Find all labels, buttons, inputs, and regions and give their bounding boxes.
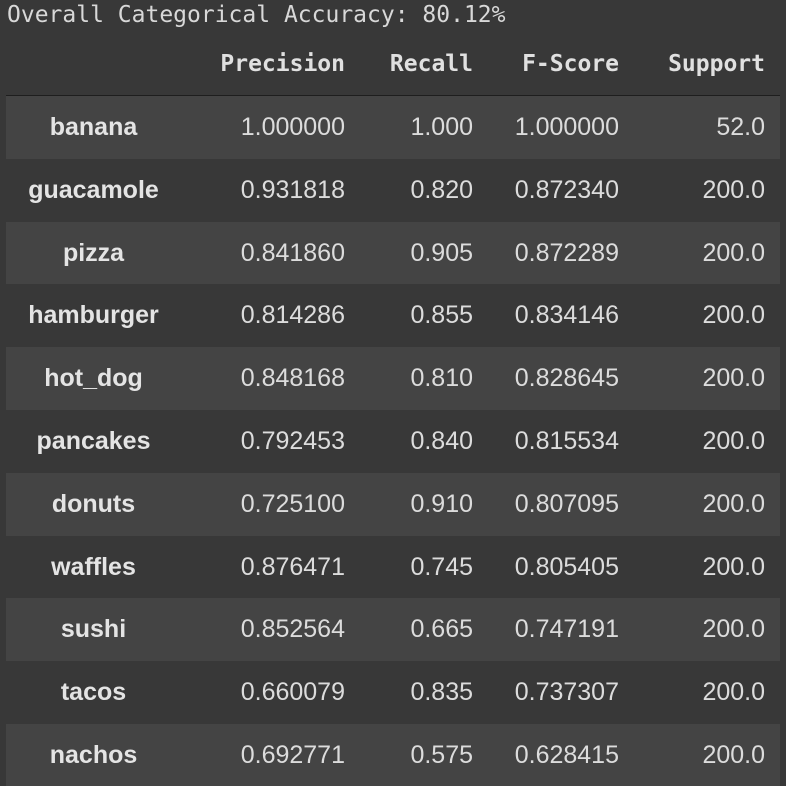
support-cell: 200.0 bbox=[702, 175, 765, 204]
row-label: hot_dog bbox=[44, 364, 143, 393]
table-row: nachos 0.692771 0.575 0.628415 200.0 bbox=[6, 723, 780, 786]
table-row: guacamole 0.931818 0.820 0.872340 200.0 bbox=[6, 158, 780, 222]
row-label: banana bbox=[49, 113, 138, 141]
row-label: hamburger bbox=[28, 301, 159, 330]
row-label: guacamole bbox=[28, 175, 159, 204]
precision-cell: 0.931818 bbox=[240, 175, 345, 204]
column-header-precision: Precision bbox=[220, 51, 345, 77]
column-header-recall: Recall bbox=[389, 51, 473, 77]
row-label: pancakes bbox=[36, 426, 151, 455]
support-cell: 200.0 bbox=[702, 426, 765, 455]
precision-cell: 0.725100 bbox=[240, 489, 345, 518]
precision-cell: 1.000000 bbox=[240, 113, 345, 141]
precision-cell: 0.814286 bbox=[240, 301, 345, 330]
recall-cell: 0.575 bbox=[410, 740, 473, 769]
recall-cell: 0.810 bbox=[410, 364, 473, 393]
row-label: tacos bbox=[60, 678, 127, 707]
fscore-cell: 0.834146 bbox=[514, 301, 619, 330]
column-header-support: Support bbox=[668, 51, 765, 77]
support-cell: 200.0 bbox=[702, 238, 765, 267]
support-cell: 200.0 bbox=[702, 364, 765, 393]
precision-cell: 0.660079 bbox=[240, 678, 345, 707]
recall-cell: 0.665 bbox=[410, 615, 473, 644]
fscore-cell: 0.805405 bbox=[514, 552, 619, 581]
support-cell: 200.0 bbox=[702, 615, 765, 644]
support-cell: 52.0 bbox=[716, 113, 765, 141]
precision-cell: 0.848168 bbox=[240, 364, 345, 393]
precision-cell: 0.792453 bbox=[240, 426, 345, 455]
fscore-cell: 0.628415 bbox=[514, 740, 619, 769]
recall-cell: 1.000 bbox=[410, 113, 473, 141]
fscore-cell: 0.828645 bbox=[514, 364, 619, 393]
row-label: pizza bbox=[62, 238, 125, 267]
fscore-cell: 0.872340 bbox=[514, 175, 619, 204]
table-header: Precision Recall F-Score Support bbox=[0, 44, 786, 84]
support-cell: 200.0 bbox=[702, 678, 765, 707]
support-cell: 200.0 bbox=[702, 552, 765, 581]
table-row: hamburger 0.814286 0.855 0.834146 200.0 bbox=[6, 284, 780, 348]
recall-cell: 0.840 bbox=[410, 426, 473, 455]
fscore-cell: 0.747191 bbox=[514, 615, 619, 644]
recall-cell: 0.835 bbox=[410, 678, 473, 707]
precision-cell: 0.876471 bbox=[240, 552, 345, 581]
table-row: tacos 0.660079 0.835 0.737307 200.0 bbox=[6, 661, 780, 724]
metrics-table: banana 1.000000 1.000 1.000000 52.0 guac… bbox=[6, 96, 780, 786]
fscore-cell: 0.807095 bbox=[514, 489, 619, 518]
row-label: waffles bbox=[51, 552, 136, 581]
support-cell: 200.0 bbox=[702, 301, 765, 330]
fscore-cell: 1.000000 bbox=[514, 113, 619, 141]
column-header-fscore: F-Score bbox=[522, 51, 619, 77]
recall-cell: 0.905 bbox=[410, 238, 473, 267]
support-cell: 200.0 bbox=[702, 489, 765, 518]
fscore-cell: 0.872289 bbox=[514, 238, 619, 267]
accuracy-summary: Overall Categorical Accuracy: 80.12% bbox=[7, 2, 506, 28]
table-row: donuts 0.725100 0.910 0.807095 200.0 bbox=[6, 472, 780, 536]
precision-cell: 0.852564 bbox=[240, 615, 345, 644]
row-label: nachos bbox=[49, 740, 138, 769]
recall-cell: 0.855 bbox=[410, 301, 473, 330]
support-cell: 200.0 bbox=[702, 740, 765, 769]
table-row: pancakes 0.792453 0.840 0.815534 200.0 bbox=[6, 409, 780, 473]
precision-cell: 0.692771 bbox=[240, 740, 345, 769]
row-label: donuts bbox=[51, 489, 136, 518]
precision-cell: 0.841860 bbox=[240, 238, 345, 267]
table-row: pizza 0.841860 0.905 0.872289 200.0 bbox=[6, 221, 780, 285]
fscore-cell: 0.737307 bbox=[514, 678, 619, 707]
table-row: hot_dog 0.848168 0.810 0.828645 200.0 bbox=[6, 347, 780, 410]
table-row: waffles 0.876471 0.745 0.805405 200.0 bbox=[6, 535, 780, 599]
header-divider bbox=[6, 95, 780, 96]
recall-cell: 0.910 bbox=[410, 489, 473, 518]
recall-cell: 0.745 bbox=[410, 552, 473, 581]
fscore-cell: 0.815534 bbox=[514, 426, 619, 455]
row-label: sushi bbox=[60, 615, 127, 644]
table-row: sushi 0.852564 0.665 0.747191 200.0 bbox=[6, 598, 780, 662]
table-row: banana 1.000000 1.000 1.000000 52.0 bbox=[6, 96, 780, 159]
recall-cell: 0.820 bbox=[410, 175, 473, 204]
